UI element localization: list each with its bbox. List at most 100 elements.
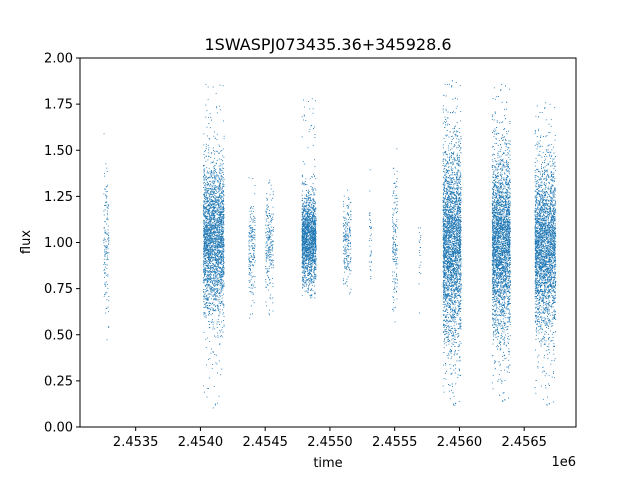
- data-point: [103, 240, 105, 241]
- data-point: [267, 207, 269, 209]
- data-point: [207, 152, 209, 154]
- data-point: [269, 238, 270, 240]
- data-point: [206, 364, 207, 366]
- data-point: [309, 253, 311, 255]
- data-point: [208, 266, 209, 268]
- data-point: [214, 299, 216, 301]
- data-point: [207, 286, 209, 288]
- data-point: [104, 276, 105, 278]
- data-point: [301, 225, 303, 227]
- data-point: [310, 219, 311, 221]
- data-point: [315, 255, 317, 257]
- data-point: [248, 235, 250, 237]
- data-point: [211, 267, 213, 269]
- data-point: [311, 296, 313, 298]
- data-point: [313, 192, 315, 194]
- data-point: [223, 263, 225, 264]
- data-point: [314, 243, 316, 245]
- data-point: [220, 257, 222, 259]
- data-point: [222, 183, 224, 185]
- data-point: [309, 246, 311, 248]
- data-point: [249, 214, 251, 216]
- data-point: [215, 262, 217, 263]
- data-point: [217, 191, 219, 193]
- data-point: [347, 266, 348, 268]
- data-point: [308, 261, 310, 263]
- data-point: [103, 261, 105, 263]
- data-point: [305, 227, 307, 229]
- data-point: [218, 292, 220, 294]
- data-point: [214, 249, 216, 250]
- data-point: [209, 224, 211, 226]
- data-point: [308, 273, 309, 274]
- data-point: [268, 268, 270, 270]
- data-point: [303, 216, 305, 217]
- data-point: [210, 193, 212, 195]
- data-point: [223, 193, 224, 195]
- data-point: [314, 219, 316, 221]
- data-point: [310, 231, 312, 232]
- data-point: [310, 266, 312, 267]
- data-point: [311, 288, 313, 290]
- data-point: [306, 239, 308, 241]
- data-point: [108, 240, 110, 241]
- data-point: [216, 243, 218, 245]
- data-point: [205, 238, 206, 239]
- data-point: [270, 233, 272, 235]
- data-point: [212, 321, 214, 323]
- data-point: [214, 169, 216, 171]
- data-point: [307, 218, 309, 220]
- data-point: [307, 218, 309, 220]
- data-point: [254, 231, 255, 233]
- data-point: [315, 274, 317, 276]
- data-point: [223, 272, 225, 274]
- data-point: [106, 255, 108, 257]
- data-point: [302, 284, 304, 286]
- data-point: [348, 204, 350, 206]
- data-point: [254, 239, 256, 241]
- data-point: [268, 230, 270, 232]
- data-point: [220, 249, 222, 251]
- data-point: [313, 194, 315, 196]
- data-point: [219, 188, 221, 190]
- data-point: [305, 262, 307, 263]
- data-point: [308, 249, 309, 251]
- data-point: [203, 211, 205, 213]
- data-point: [207, 184, 209, 186]
- data-point: [302, 247, 304, 249]
- data-point: [203, 236, 205, 238]
- data-point: [205, 278, 207, 280]
- data-point: [268, 265, 270, 267]
- data-point: [268, 181, 270, 183]
- data-point: [311, 253, 313, 255]
- data-point: [221, 211, 223, 212]
- data-point: [269, 256, 271, 258]
- data-point: [302, 281, 304, 282]
- data-point: [209, 210, 211, 212]
- data-point: [205, 258, 207, 259]
- data-point: [207, 257, 209, 259]
- data-point: [219, 292, 220, 294]
- data-point: [213, 298, 215, 299]
- data-point: [205, 267, 207, 269]
- data-point: [214, 177, 215, 179]
- data-point: [222, 255, 224, 257]
- data-point: [103, 258, 105, 260]
- data-point: [216, 274, 218, 276]
- data-point: [306, 238, 307, 240]
- data-point: [220, 241, 222, 242]
- data-point: [223, 190, 224, 192]
- data-point: [208, 242, 210, 244]
- data-point: [310, 250, 312, 252]
- data-point: [312, 243, 314, 245]
- data-point: [249, 225, 251, 227]
- data-point: [346, 228, 348, 230]
- data-point: [270, 244, 272, 246]
- data-point: [309, 267, 311, 268]
- data-point: [248, 240, 250, 242]
- data-point: [213, 253, 215, 254]
- data-point: [218, 218, 220, 220]
- data-point: [214, 296, 216, 298]
- data-point: [215, 189, 217, 191]
- data-point: [350, 214, 352, 215]
